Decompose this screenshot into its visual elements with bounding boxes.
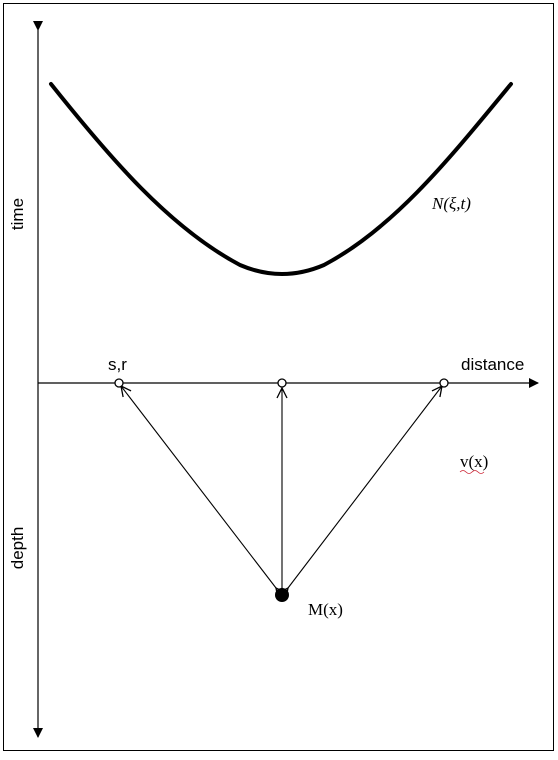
scatterer-point (275, 588, 289, 602)
source-receiver-point-right (439, 378, 449, 388)
velocity-label: v(x) (460, 452, 488, 471)
ray-path-right (288, 386, 442, 588)
distance-axis-label: distance (461, 355, 524, 374)
depth-axis-label: depth (8, 527, 27, 570)
source-receiver-point-center (277, 378, 287, 388)
ray-path-left (121, 386, 276, 588)
traveltime-curve (49, 82, 513, 276)
traveltime-curve-label: N(ξ,t) (431, 194, 471, 213)
source-receiver-point-left (114, 378, 124, 388)
source-receiver-label: s,r (108, 355, 127, 374)
spellcheck-underline (459, 470, 485, 474)
scatterer-label: M(x) (308, 600, 343, 619)
diagram-border (3, 3, 554, 751)
time-axis-label: time (8, 198, 27, 230)
